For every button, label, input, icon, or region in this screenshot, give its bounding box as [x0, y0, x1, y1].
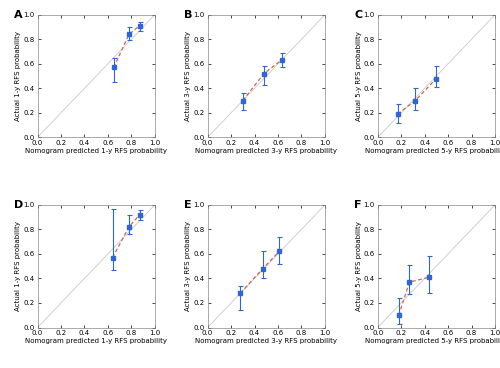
- Y-axis label: Actual 1-y RFS probability: Actual 1-y RFS probability: [16, 31, 22, 121]
- Y-axis label: Actual 5-y RFS probability: Actual 5-y RFS probability: [356, 31, 362, 121]
- Y-axis label: Actual 3-y RFS probability: Actual 3-y RFS probability: [186, 31, 192, 121]
- X-axis label: Nomogram predicted 5-y RFS probability: Nomogram predicted 5-y RFS probability: [366, 148, 500, 154]
- Y-axis label: Actual 1-y RFS probability: Actual 1-y RFS probability: [16, 221, 22, 311]
- Y-axis label: Actual 3-y RFS probability: Actual 3-y RFS probability: [186, 221, 192, 311]
- Text: A: A: [14, 10, 22, 20]
- X-axis label: Nomogram predicted 3-y RFS probability: Nomogram predicted 3-y RFS probability: [195, 339, 337, 344]
- Y-axis label: Actual 5-y RFS probability: Actual 5-y RFS probability: [356, 221, 362, 311]
- Text: B: B: [184, 10, 192, 20]
- Text: F: F: [354, 200, 362, 210]
- Text: E: E: [184, 200, 192, 210]
- X-axis label: Nomogram predicted 5-y RFS probability: Nomogram predicted 5-y RFS probability: [366, 339, 500, 344]
- X-axis label: Nomogram predicted 3-y RFS probability: Nomogram predicted 3-y RFS probability: [195, 148, 337, 154]
- X-axis label: Nomogram predicted 1-y RFS probability: Nomogram predicted 1-y RFS probability: [25, 148, 167, 154]
- Text: C: C: [354, 10, 362, 20]
- Text: D: D: [14, 200, 24, 210]
- X-axis label: Nomogram predicted 1-y RFS probability: Nomogram predicted 1-y RFS probability: [25, 339, 167, 344]
